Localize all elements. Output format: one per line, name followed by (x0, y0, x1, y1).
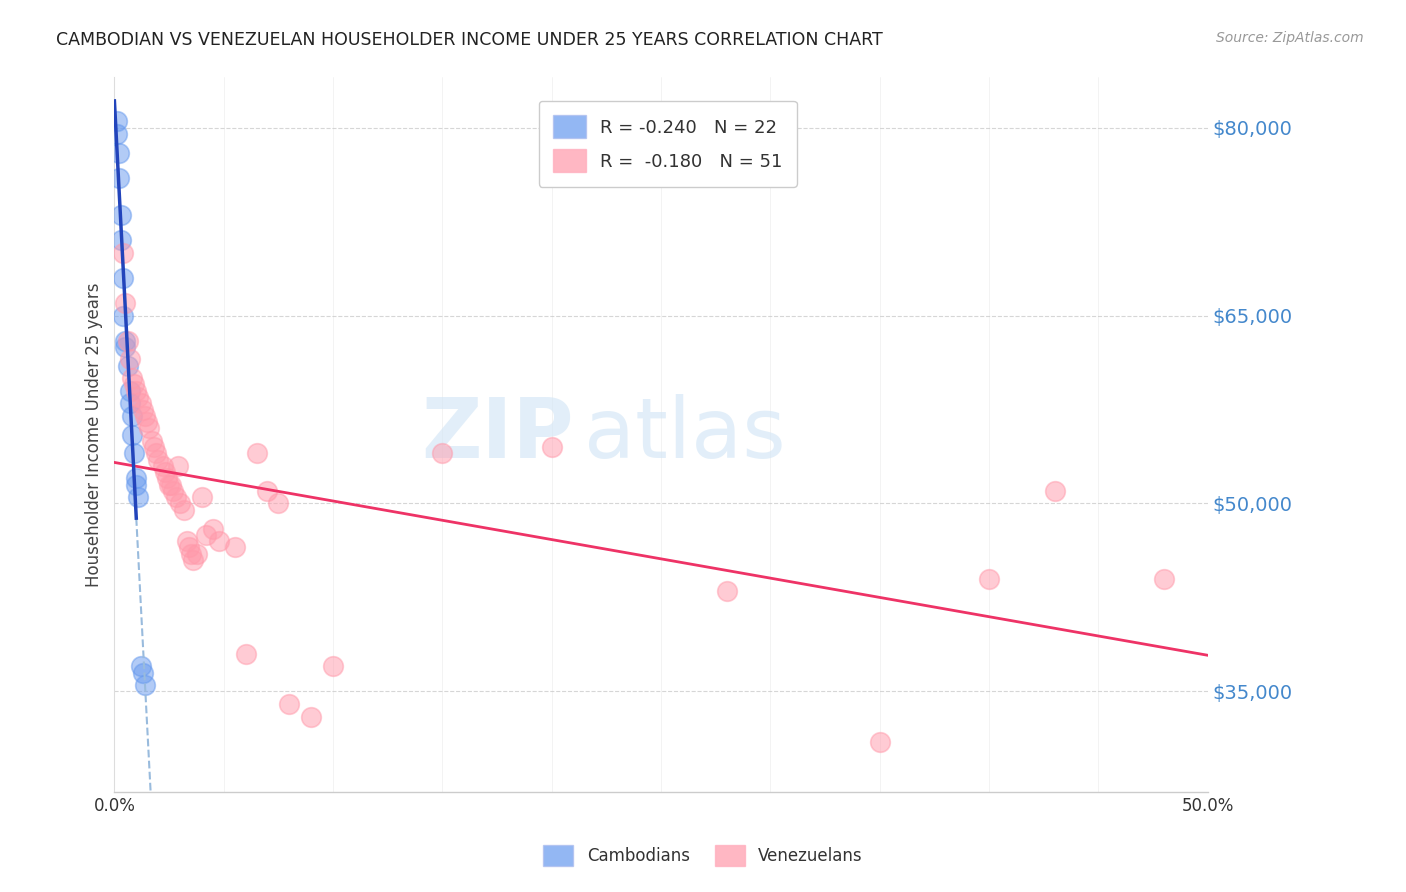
Point (136, 415, 159, 429)
Point (322, 659, 344, 673)
Point (110, 233, 132, 247)
Point (716, 584, 738, 599)
Point (157, 477, 180, 491)
Point (132, 665, 155, 680)
Point (121, 371, 143, 385)
Point (153, 465, 176, 479)
Point (869, 734, 891, 748)
Point (112, 271, 135, 285)
Point (180, 547, 202, 561)
Point (256, 483, 278, 498)
Point (299, 709, 322, 723)
Point (129, 659, 152, 673)
Point (173, 502, 195, 516)
Point (118, 352, 141, 367)
Point (114, 340, 136, 354)
Point (112, 309, 135, 323)
Text: atlas: atlas (585, 394, 786, 475)
Point (278, 697, 301, 711)
Point (117, 334, 139, 348)
Point (191, 490, 214, 504)
Point (134, 409, 156, 423)
Point (160, 477, 183, 491)
Point (122, 446, 145, 460)
Point (105, 127, 128, 141)
Point (235, 647, 257, 661)
Text: CAMBODIAN VS VENEZUELAN HOUSEHOLDER INCOME UNDER 25 YEARS CORRELATION CHART: CAMBODIAN VS VENEZUELAN HOUSEHOLDER INCO… (56, 31, 883, 49)
Point (166, 458, 188, 473)
Point (107, 170, 129, 185)
Legend: Cambodians, Venezuelans: Cambodians, Venezuelans (536, 837, 870, 875)
Point (118, 396, 141, 410)
Point (156, 471, 179, 485)
Point (162, 483, 184, 498)
Point (152, 458, 174, 473)
Point (146, 452, 169, 467)
Point (177, 541, 200, 555)
Point (201, 522, 224, 536)
Point (195, 528, 218, 542)
Point (121, 427, 143, 442)
Text: ZIP: ZIP (420, 394, 574, 475)
Point (134, 678, 156, 692)
Point (208, 534, 231, 549)
Point (112, 245, 135, 260)
Point (122, 377, 145, 392)
Point (138, 421, 160, 435)
Point (117, 359, 139, 373)
Point (1153, 572, 1175, 586)
Point (107, 145, 129, 160)
Point (142, 440, 165, 454)
Point (977, 572, 1000, 586)
Point (1043, 483, 1066, 498)
Point (176, 534, 198, 549)
Point (121, 409, 143, 423)
Point (125, 471, 148, 485)
Point (127, 490, 149, 504)
Point (127, 390, 149, 404)
Point (125, 384, 148, 398)
Point (186, 547, 208, 561)
Point (267, 496, 290, 510)
Point (125, 477, 148, 491)
Point (118, 384, 141, 398)
Point (141, 434, 163, 448)
Point (169, 496, 191, 510)
Point (181, 553, 204, 567)
Text: Source: ZipAtlas.com: Source: ZipAtlas.com (1216, 31, 1364, 45)
Point (245, 446, 267, 460)
Point (132, 402, 155, 417)
Legend: R = -0.240   N = 22, R =  -0.180   N = 51: R = -0.240 N = 22, R = -0.180 N = 51 (538, 101, 797, 187)
Point (540, 440, 562, 454)
Point (105, 114, 128, 128)
Point (110, 208, 132, 222)
Point (224, 541, 246, 555)
Y-axis label: Householder Income Under 25 years: Householder Income Under 25 years (86, 283, 103, 587)
Point (114, 296, 136, 310)
Point (165, 490, 187, 504)
Point (432, 446, 454, 460)
Point (114, 334, 136, 348)
Point (145, 446, 167, 460)
Point (129, 396, 152, 410)
